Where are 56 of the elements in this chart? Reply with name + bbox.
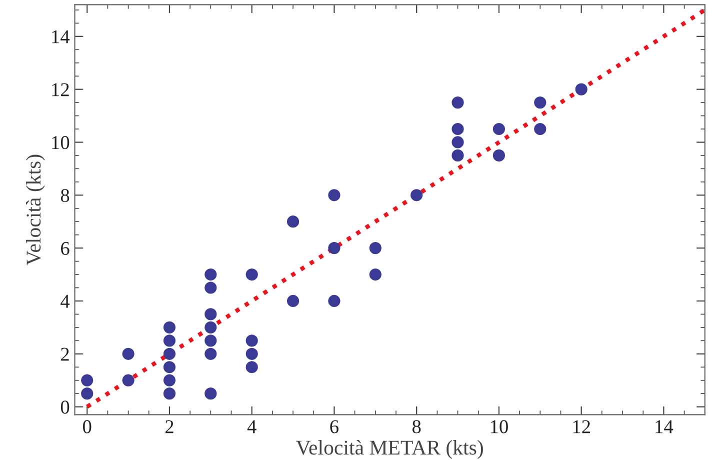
x-tick-label: 14 xyxy=(656,420,674,434)
y-tick-label: 4 xyxy=(60,294,70,308)
point xyxy=(246,361,258,374)
y-tick-label: 2 xyxy=(61,348,69,361)
point xyxy=(452,122,464,136)
point xyxy=(452,149,464,162)
point xyxy=(286,216,300,228)
y-tick-label: 6 xyxy=(61,242,70,255)
point xyxy=(163,321,176,334)
point xyxy=(204,388,217,400)
x-tick-label: 6 xyxy=(330,420,338,434)
point xyxy=(328,189,340,202)
point xyxy=(246,348,258,360)
point xyxy=(163,334,176,347)
point xyxy=(246,268,258,281)
point xyxy=(246,334,258,347)
y-tick-label: 0 xyxy=(60,400,70,414)
point xyxy=(81,388,94,400)
point xyxy=(204,334,217,347)
point xyxy=(369,268,382,281)
point xyxy=(492,149,506,162)
point xyxy=(81,374,94,386)
point xyxy=(534,96,546,109)
point xyxy=(204,308,217,320)
point xyxy=(410,189,423,202)
point xyxy=(163,361,176,374)
y-axis-title: Velocità (kts) xyxy=(26,154,45,266)
point xyxy=(286,294,300,308)
point xyxy=(452,96,464,109)
point xyxy=(122,348,134,360)
point xyxy=(328,294,340,308)
y-tick-label: 8 xyxy=(60,188,70,202)
x-tick-label: 2 xyxy=(165,420,174,434)
point xyxy=(492,122,506,136)
point xyxy=(328,242,340,254)
point xyxy=(163,348,176,360)
x-axis-title: Velocità METAR (kts) xyxy=(296,440,483,459)
point xyxy=(204,348,217,360)
point xyxy=(452,136,464,148)
x-tick-label: 12 xyxy=(573,420,590,434)
x-tick-label: 0 xyxy=(82,420,92,434)
point xyxy=(163,374,176,386)
point xyxy=(204,321,217,334)
y-tick-label: 12 xyxy=(52,83,69,96)
point xyxy=(204,282,217,294)
y-tick-label: 10 xyxy=(52,136,70,150)
point xyxy=(575,83,588,96)
x-tick-label: 4 xyxy=(247,420,256,434)
x-tick-label: 8 xyxy=(412,420,421,434)
point xyxy=(163,388,176,400)
point xyxy=(534,122,546,136)
point xyxy=(122,374,134,386)
point xyxy=(204,268,217,281)
x-tick-label: 10 xyxy=(490,420,508,434)
y-tick-label: 14 xyxy=(52,30,70,44)
point xyxy=(369,242,382,254)
